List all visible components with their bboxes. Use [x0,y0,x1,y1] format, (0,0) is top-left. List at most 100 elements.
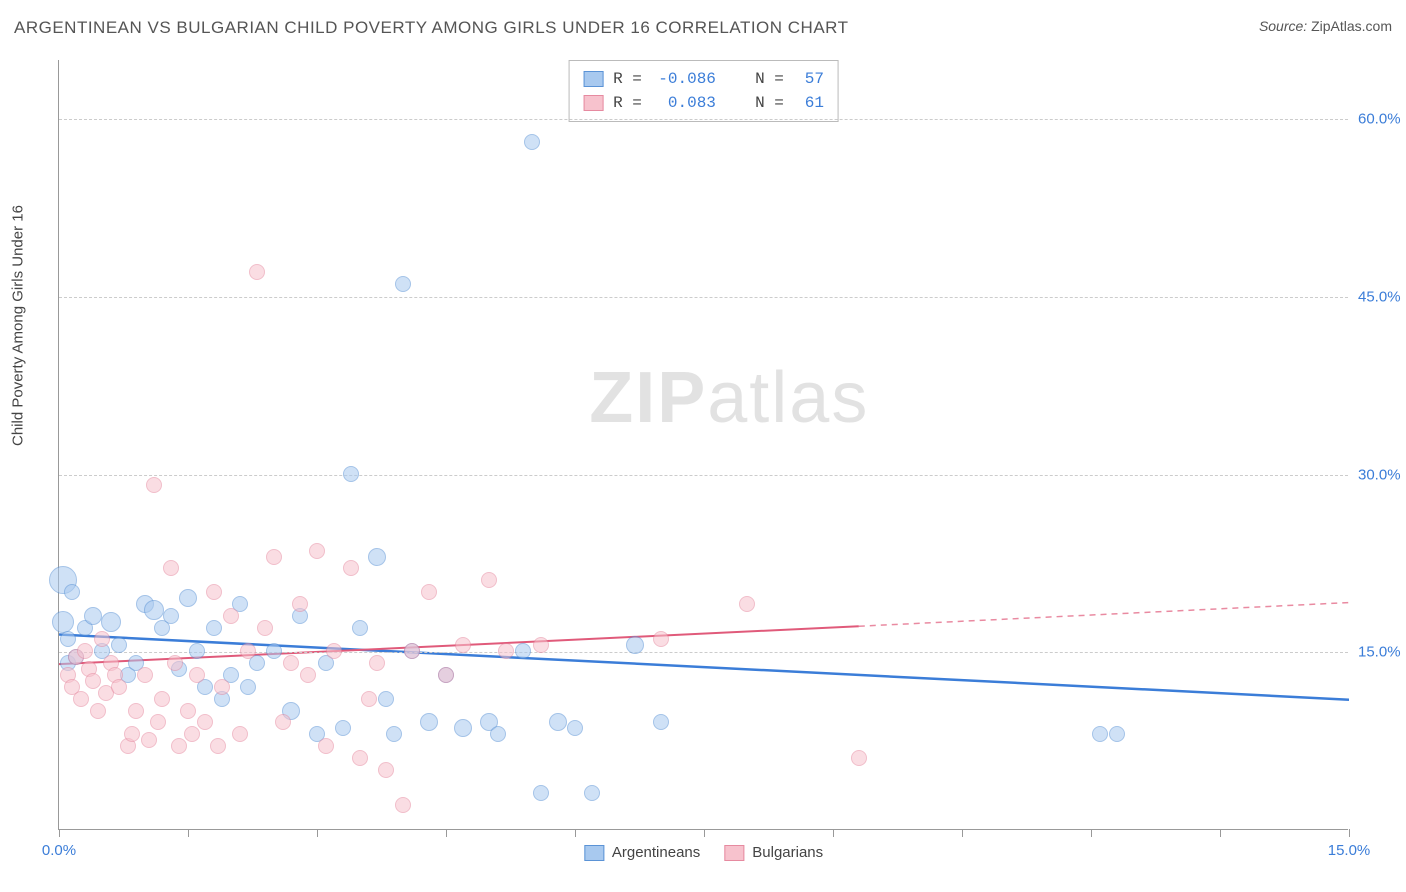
data-point [653,714,669,730]
data-point [292,596,308,612]
data-point [455,637,471,653]
gridline [59,297,1348,298]
data-point [94,631,110,647]
data-point [515,643,531,659]
x-tick [188,829,189,837]
data-point [1092,726,1108,742]
data-point [210,738,226,754]
data-point [318,738,334,754]
data-point [851,750,867,766]
data-point [141,732,157,748]
legend-label: Bulgarians [752,844,823,861]
chart-legend: Argentineans Bulgarians [584,844,823,861]
data-point [369,655,385,671]
data-point [64,584,80,600]
data-point [653,631,669,647]
data-point [163,608,179,624]
data-point [352,750,368,766]
data-point [111,637,127,653]
y-tick-label: 30.0% [1358,466,1406,483]
data-point [240,643,256,659]
data-point [214,679,230,695]
data-point [584,785,600,801]
data-point [309,543,325,559]
data-point [275,714,291,730]
gridline [59,475,1348,476]
legend-swatch [583,95,603,111]
data-point [206,620,222,636]
data-point [739,596,755,612]
x-tick [1220,829,1221,837]
data-point [420,713,438,731]
data-point [171,738,187,754]
data-point [454,719,472,737]
source-attribution: Source: ZipAtlas.com [1259,18,1392,38]
x-tick [59,829,60,837]
data-point [90,703,106,719]
gridline [59,119,1348,120]
data-point [395,797,411,813]
data-point [533,637,549,653]
data-point [567,720,583,736]
stats-box: R =-0.086 N =57R =0.083 N =61 [568,60,839,122]
legend-swatch [584,845,604,861]
scatter-chart: ZIPatlas R =-0.086 N =57R =0.083 N =61 A… [58,60,1348,830]
stats-row: R =0.083 N =61 [583,91,824,115]
data-point [232,726,248,742]
x-tick-label: 15.0% [1328,842,1371,859]
data-point [223,608,239,624]
data-point [421,584,437,600]
x-tick [833,829,834,837]
data-point [179,589,197,607]
data-point [266,549,282,565]
x-tick [962,829,963,837]
data-point [498,643,514,659]
data-point [167,655,183,671]
data-point [111,679,127,695]
data-point [249,264,265,280]
data-point [549,713,567,731]
x-tick [704,829,705,837]
data-point [257,620,273,636]
data-point [438,667,454,683]
trend-lines [59,60,1349,830]
data-point [240,679,256,695]
data-point [343,560,359,576]
data-point [326,643,342,659]
x-tick [1349,829,1350,837]
data-point [150,714,166,730]
data-point [128,703,144,719]
data-point [524,134,540,150]
data-point [197,714,213,730]
legend-item: Argentineans [584,844,700,861]
data-point [1109,726,1125,742]
data-point [283,655,299,671]
source-label: Source: [1259,18,1307,34]
data-point [85,673,101,689]
data-point [361,691,377,707]
data-point [101,612,121,632]
data-point [73,691,89,707]
data-point [378,691,394,707]
data-point [184,726,200,742]
data-point [335,720,351,736]
watermark: ZIPatlas [589,357,869,439]
data-point [352,620,368,636]
data-point [189,643,205,659]
source-name: ZipAtlas.com [1311,18,1392,34]
y-axis-title: Child Poverty Among Girls Under 16 [10,205,27,446]
x-tick [317,829,318,837]
x-tick [446,829,447,837]
data-point [533,785,549,801]
data-point [404,643,420,659]
data-point [481,572,497,588]
chart-title: ARGENTINEAN VS BULGARIAN CHILD POVERTY A… [14,18,849,38]
y-tick-label: 60.0% [1358,111,1406,128]
data-point [52,611,74,633]
x-tick [1091,829,1092,837]
legend-label: Argentineans [612,844,700,861]
y-tick-label: 15.0% [1358,644,1406,661]
x-tick [575,829,576,837]
data-point [266,643,282,659]
legend-swatch [583,71,603,87]
